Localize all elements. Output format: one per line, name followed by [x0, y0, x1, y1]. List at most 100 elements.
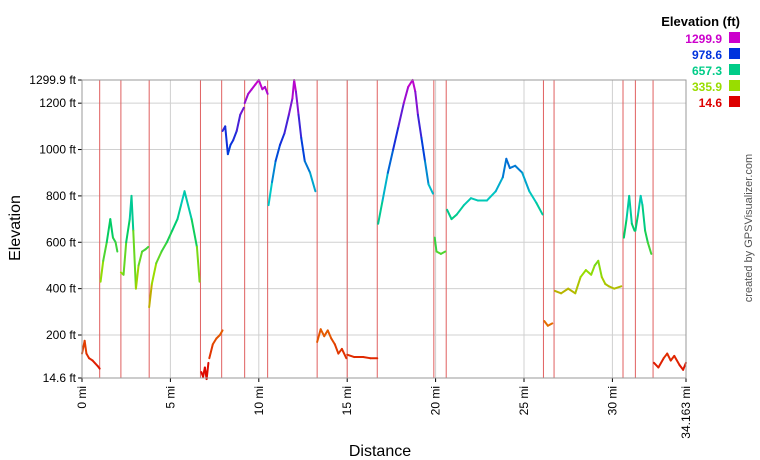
elevation-segment	[109, 218, 114, 239]
elevation-segment	[83, 339, 88, 355]
elevation-segment	[494, 176, 504, 193]
elevation-segment	[485, 190, 497, 202]
legend-entry: 1299.9	[610, 32, 740, 46]
elevation-segment	[455, 204, 465, 216]
elevation-segment	[386, 148, 395, 174]
elevation-segment	[584, 269, 593, 276]
elevation-segment	[579, 269, 587, 279]
legend-entry: 657.3	[610, 64, 740, 78]
elevation-segment	[450, 213, 458, 221]
elevation-segment	[293, 78, 297, 93]
elevation-segment	[597, 259, 603, 279]
elevation-segment	[300, 136, 306, 163]
elevation-segment	[630, 222, 636, 232]
elevation-segment	[271, 160, 277, 183]
legend-entry: 978.6	[610, 48, 740, 62]
elevation-segment	[553, 289, 563, 295]
y-tick-label: 1299.9 ft	[29, 73, 76, 87]
elevation-segment	[634, 213, 640, 232]
elevation-segment	[137, 250, 144, 267]
elevation-segment	[641, 204, 647, 232]
elevation-segment	[381, 171, 389, 202]
elevation-segment	[180, 190, 186, 207]
elevation-segment	[333, 343, 340, 355]
elevation-segment	[232, 129, 238, 142]
elevation-segment	[646, 241, 653, 255]
legend-swatch	[729, 64, 740, 75]
elevation-segment	[226, 143, 232, 156]
elevation-segment	[195, 245, 201, 283]
x-tick-label: 34.163 mi	[679, 386, 693, 439]
legend-swatch	[729, 80, 740, 91]
elevation-segment	[316, 328, 322, 343]
elevation-segment	[362, 356, 372, 360]
y-tick-label: 14.6 ft	[43, 371, 77, 385]
elevation-segment	[622, 218, 628, 239]
elevation-segment	[267, 180, 274, 207]
elevation-segment	[439, 250, 447, 255]
legend-entry-label: 978.6	[691, 48, 722, 62]
elevation-segment	[501, 157, 508, 179]
elevation-segment	[644, 229, 649, 244]
elevation-segment	[446, 208, 453, 221]
elevation-segment	[411, 78, 417, 93]
elevation-segment	[274, 143, 282, 163]
elevation-segment	[657, 357, 665, 369]
elevation-segment	[420, 136, 426, 163]
elevation-segment	[150, 262, 158, 286]
elevation-segment	[257, 78, 264, 91]
x-tick-labels: 0 mi 5 mi 10 mi 15 mi 20 mi 25 mi 30 mi 34.163 …	[75, 386, 693, 439]
legend-swatch	[729, 48, 740, 59]
segment-marker-lines	[99, 80, 654, 378]
elevation-segment	[590, 264, 596, 276]
y-tick-labels: 14.6 ft 200 ft 400 ft 600 ft 800 ft 1000 ft 12…	[29, 73, 76, 385]
elevation-segment	[208, 343, 214, 360]
elevation-segment	[613, 285, 623, 290]
elevation-segment	[125, 218, 131, 244]
y-tick-label: 400 ft	[46, 282, 77, 296]
elevation-segment	[330, 337, 336, 346]
elevation-segment	[165, 229, 174, 244]
x-tick-label: 20 mi	[429, 386, 443, 415]
elevation-segment	[433, 236, 438, 253]
y-tick-label: 200 ft	[46, 328, 77, 342]
elevation-segment	[263, 85, 269, 95]
elevation-segment	[114, 241, 119, 253]
x-tick-label: 5 mi	[163, 386, 177, 409]
elevation-segment	[416, 113, 423, 139]
elevation-segment	[96, 365, 101, 370]
elevation-segment	[560, 287, 570, 295]
elevation-segment	[218, 329, 224, 337]
elevation-segment	[148, 283, 153, 309]
elevation-segment	[535, 201, 544, 216]
y-tick-label: 1000 ft	[39, 143, 76, 157]
elevation-segment	[287, 97, 294, 116]
y-tick-label: 600 ft	[46, 235, 77, 249]
x-axis-label: Distance	[349, 443, 411, 460]
elevation-segment	[326, 329, 333, 340]
elevation-segment	[279, 132, 286, 146]
legend-entry: 335.9	[610, 80, 740, 94]
elevation-segment	[294, 90, 300, 116]
elevation-segment	[155, 250, 163, 265]
elevation-segment	[682, 361, 687, 371]
elevation-segment	[666, 352, 672, 362]
elevation-segment	[171, 218, 179, 232]
plot-border	[81, 79, 687, 379]
legend-entry-label: 335.9	[691, 80, 722, 94]
elevation-segment	[546, 322, 554, 327]
elevation-segment	[319, 328, 326, 338]
x-tick-label: 30 mi	[605, 386, 619, 415]
elevation-segment	[130, 194, 135, 232]
elevation-segment	[528, 190, 538, 204]
elevation-segment	[99, 259, 105, 283]
elevation-segment	[144, 245, 150, 251]
elevation-segment	[340, 347, 348, 360]
x-tick-label: 25 mi	[517, 386, 531, 415]
legend-swatch	[729, 96, 740, 107]
elevation-segment	[91, 359, 99, 368]
elevation-segment	[235, 113, 242, 132]
elevation-segment	[402, 85, 410, 105]
elevation-segment	[628, 194, 633, 225]
elevation-segment	[134, 264, 140, 290]
